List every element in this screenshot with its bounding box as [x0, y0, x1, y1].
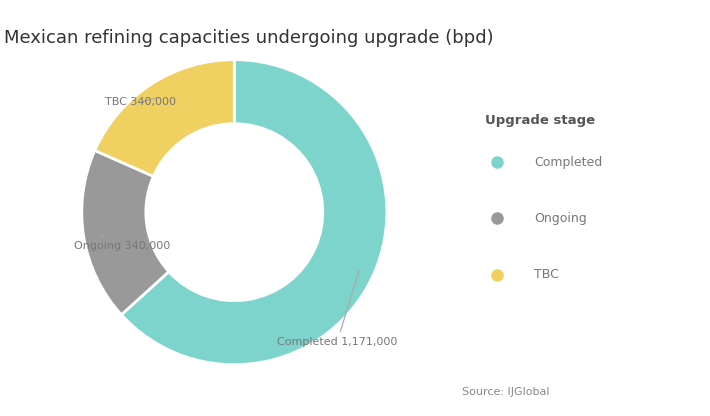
Wedge shape — [82, 151, 169, 315]
Text: Ongoing: Ongoing — [535, 212, 587, 225]
Wedge shape — [121, 59, 387, 365]
Text: TBC 340,000: TBC 340,000 — [104, 97, 175, 107]
Wedge shape — [95, 59, 234, 176]
Text: TBC: TBC — [535, 268, 559, 281]
Text: Mexican refining capacities undergoing upgrade (bpd): Mexican refining capacities undergoing u… — [4, 29, 493, 47]
Text: Source: IJGlobal: Source: IJGlobal — [462, 387, 549, 397]
Text: Upgrade stage: Upgrade stage — [484, 114, 595, 127]
Text: Completed: Completed — [535, 156, 603, 169]
Text: Ongoing 340,000: Ongoing 340,000 — [74, 235, 170, 251]
Text: Completed 1,171,000: Completed 1,171,000 — [277, 270, 398, 347]
